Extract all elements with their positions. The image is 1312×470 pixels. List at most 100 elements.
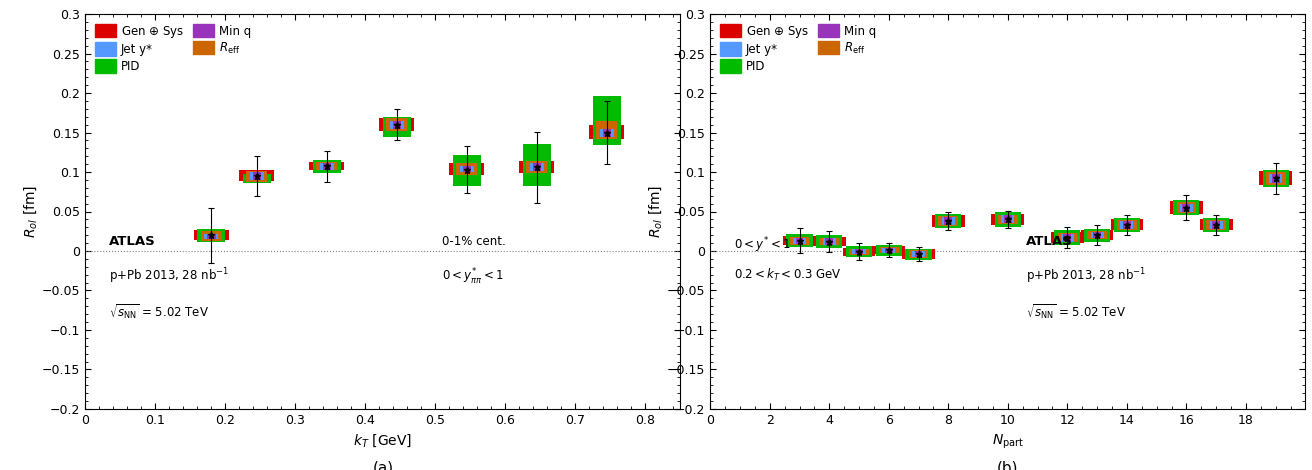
Y-axis label: $R_{ol}$ [fm]: $R_{ol}$ [fm]	[22, 185, 39, 238]
Bar	[1081, 230, 1114, 240]
Bar	[312, 160, 341, 173]
Bar	[872, 246, 905, 254]
Bar	[320, 164, 333, 170]
Bar	[994, 212, 1021, 227]
Bar	[1177, 202, 1197, 213]
Bar	[1203, 218, 1229, 232]
Bar	[207, 234, 215, 239]
Bar	[253, 172, 261, 180]
Text: ATLAS: ATLAS	[1026, 235, 1072, 248]
Bar	[823, 238, 836, 245]
Y-axis label: $R_{ol}$ [fm]: $R_{ol}$ [fm]	[647, 185, 664, 238]
Bar	[813, 237, 846, 246]
Bar	[1051, 232, 1084, 243]
Bar	[530, 164, 544, 171]
Bar	[846, 246, 872, 257]
Text: (b): (b)	[997, 460, 1018, 470]
Text: $0.2 < k_{T} < 0.3$ GeV: $0.2 < k_{T} < 0.3$ GeV	[733, 267, 842, 283]
Text: $0 < y^{*} < 1$: $0 < y^{*} < 1$	[733, 235, 791, 255]
Bar	[593, 96, 621, 145]
Bar	[450, 164, 484, 175]
Bar	[1269, 173, 1282, 183]
Bar	[1266, 172, 1286, 185]
Bar	[247, 171, 268, 182]
Bar	[1088, 231, 1107, 239]
Bar	[1064, 234, 1072, 242]
Bar	[1182, 204, 1190, 212]
Bar	[197, 229, 226, 242]
Bar	[201, 231, 222, 241]
Bar	[1179, 204, 1193, 212]
Bar	[792, 237, 806, 244]
Bar	[1090, 232, 1103, 238]
Bar	[1117, 220, 1136, 230]
Bar	[884, 248, 892, 252]
X-axis label: $k_{T}$ [GeV]: $k_{T}$ [GeV]	[353, 432, 412, 449]
Bar	[1260, 171, 1292, 186]
Bar	[853, 250, 866, 254]
Bar	[386, 118, 408, 131]
Bar	[533, 164, 541, 171]
Bar	[589, 125, 625, 139]
Bar	[1123, 221, 1131, 229]
Bar	[825, 238, 833, 245]
Bar	[905, 249, 932, 259]
Bar	[942, 217, 955, 225]
Bar	[383, 117, 411, 137]
Bar	[520, 161, 555, 173]
Bar	[1262, 170, 1288, 187]
Legend: Gen $\oplus$ Sys, Jet y*, PID, Min q, $R_{\rm eff}$: Gen $\oplus$ Sys, Jet y*, PID, Min q, $R…	[716, 20, 880, 77]
Bar	[912, 251, 925, 257]
Bar	[1093, 232, 1101, 238]
Text: p+Pb 2013, 28 nb$^{-1}$: p+Pb 2013, 28 nb$^{-1}$	[1026, 267, 1145, 286]
Bar	[790, 237, 810, 245]
Bar	[602, 129, 611, 137]
Bar	[938, 216, 958, 226]
Bar	[1206, 220, 1225, 230]
Bar	[1110, 219, 1143, 230]
Bar	[1271, 173, 1279, 183]
Legend: Gen $\oplus$ Sys, Jet y*, PID, Min q, $R_{\rm eff}$: Gen $\oplus$ Sys, Jet y*, PID, Min q, $R…	[91, 20, 255, 77]
Text: p+Pb 2013, 28 nb$^{-1}$: p+Pb 2013, 28 nb$^{-1}$	[109, 267, 230, 286]
Bar	[786, 235, 812, 247]
Text: $\sqrt{s_{\rm NN}}$ = 5.02 TeV: $\sqrt{s_{\rm NN}}$ = 5.02 TeV	[109, 302, 209, 321]
Bar	[392, 121, 401, 129]
Bar	[205, 234, 218, 239]
Text: (a): (a)	[373, 460, 394, 470]
Bar	[783, 236, 816, 245]
Bar	[1057, 233, 1077, 243]
Bar	[1120, 221, 1134, 229]
Bar	[243, 173, 270, 183]
Bar	[882, 248, 895, 252]
Bar	[909, 250, 929, 258]
Bar	[1114, 218, 1140, 232]
Bar	[453, 155, 482, 186]
Bar	[992, 214, 1025, 225]
Bar	[463, 166, 471, 172]
Bar	[1004, 215, 1012, 223]
Bar	[1084, 229, 1110, 242]
Text: 0-1% cent.: 0-1% cent.	[442, 235, 506, 248]
Text: ATLAS: ATLAS	[109, 235, 156, 248]
Bar	[310, 162, 344, 171]
Bar	[820, 237, 840, 245]
Bar	[379, 118, 415, 131]
Bar	[932, 215, 964, 227]
Bar	[903, 250, 935, 259]
Text: $0 < y^{*}_{\pi\pi} < 1$: $0 < y^{*}_{\pi\pi} < 1$	[442, 267, 504, 287]
Bar	[1001, 215, 1014, 223]
Bar	[249, 172, 264, 180]
Bar	[842, 248, 875, 256]
Bar	[600, 129, 614, 137]
Bar	[795, 237, 803, 244]
Bar	[1212, 221, 1220, 229]
Bar	[1170, 201, 1203, 214]
Bar	[879, 247, 899, 253]
Bar	[323, 164, 331, 170]
Text: $\sqrt{s_{\rm NN}}$ = 5.02 TeV: $\sqrt{s_{\rm NN}}$ = 5.02 TeV	[1026, 302, 1126, 321]
Bar	[816, 235, 842, 248]
Bar	[855, 250, 863, 254]
Bar	[1055, 230, 1081, 245]
Bar	[935, 214, 962, 228]
Bar	[1061, 234, 1075, 242]
